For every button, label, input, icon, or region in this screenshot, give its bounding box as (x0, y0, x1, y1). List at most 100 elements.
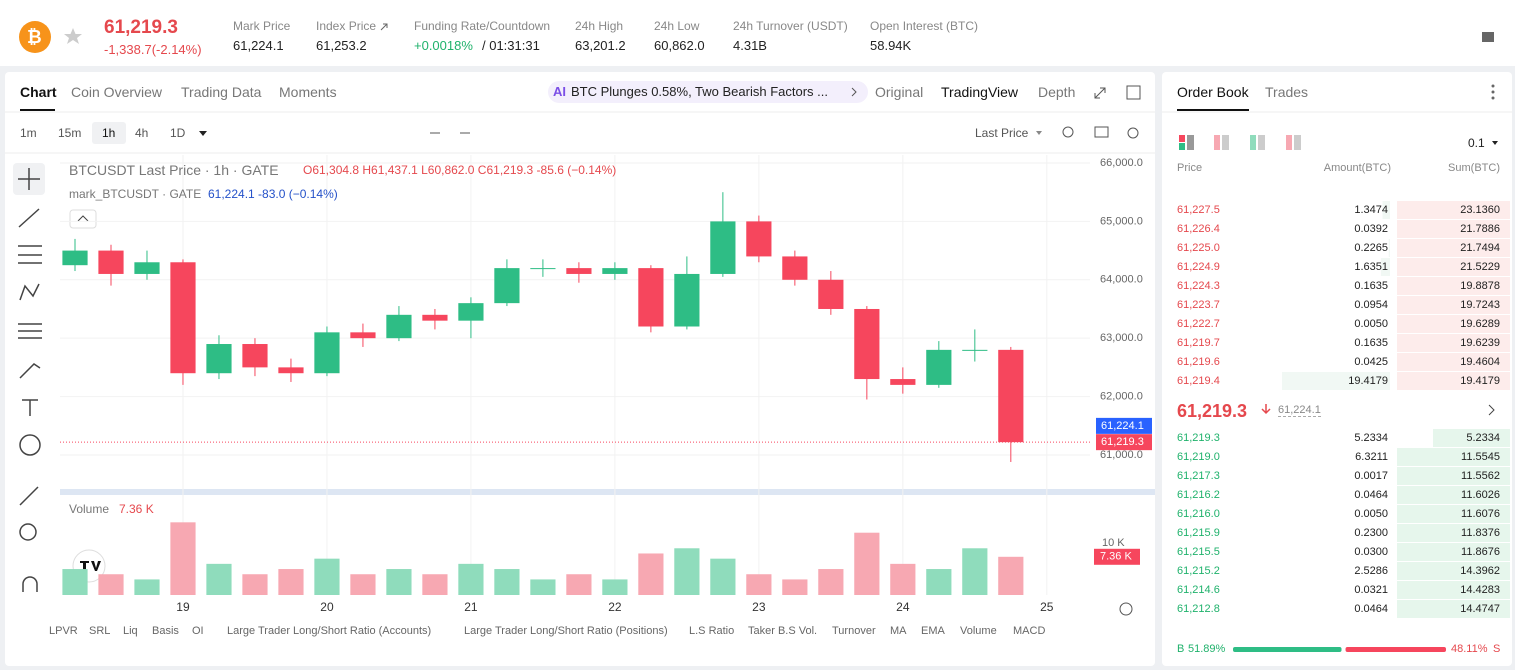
tab[interactable]: Moments (279, 84, 337, 100)
news-pill[interactable] (548, 81, 868, 103)
indicator[interactable]: OI (192, 625, 204, 637)
settings-icon[interactable] (1119, 602, 1133, 616)
stat-value: 61,224.1 (233, 38, 284, 53)
indicator[interactable]: Basis (152, 625, 179, 637)
indicator[interactable]: Large Trader Long/Short Ratio (Accounts) (227, 625, 432, 637)
volume-bar (998, 556, 1024, 595)
candle-body (494, 268, 520, 304)
ask-amount: 1.6351 (1354, 261, 1388, 273)
ask-amount: 0.0050 (1354, 318, 1388, 330)
volume-bar (638, 553, 664, 595)
indicator[interactable]: Taker B.S Vol. (748, 625, 818, 637)
indicator[interactable]: Turnover (832, 625, 876, 637)
bid-amount: 0.0464 (1354, 603, 1388, 615)
candle-body (98, 250, 124, 274)
tab[interactable]: Trading Data (181, 84, 262, 100)
ask-price: 61,225.0 (1177, 242, 1220, 254)
bid-sum: 11.5545 (1461, 451, 1500, 463)
bid-sum: 11.5562 (1461, 470, 1500, 482)
ask-sum: 19.4179 (1460, 375, 1500, 387)
bid-sum: 5.2334 (1466, 432, 1500, 444)
candle-body (782, 256, 808, 280)
ask-price: 61,224.3 (1177, 280, 1220, 292)
interval[interactable]: 1D (170, 126, 186, 140)
indicator[interactable]: Large Trader Long/Short Ratio (Positions… (464, 625, 668, 637)
interval-active (92, 122, 126, 144)
bid-depth (1397, 524, 1510, 542)
ask-depth (1397, 334, 1510, 352)
bid-sum: 14.3962 (1460, 565, 1500, 577)
collapse-icon (77, 215, 89, 222)
candle-body (962, 349, 988, 351)
volume-bar (566, 574, 592, 595)
top-bar (0, 0, 1515, 66)
candle-body (242, 344, 268, 368)
indicator[interactable]: MACD (1013, 625, 1046, 637)
volume-bar (674, 548, 700, 595)
sell-ratio-bar (1345, 647, 1446, 652)
stat-label: 24h Low (654, 19, 700, 33)
star[interactable] (64, 28, 82, 44)
ob-tab[interactable]: Trades (1265, 84, 1309, 100)
interval[interactable]: 1m (20, 126, 37, 140)
candle-body (134, 262, 160, 274)
indicator[interactable]: Liq (123, 625, 138, 637)
indicator[interactable]: LPVR (49, 625, 78, 637)
interval[interactable]: 1h (102, 126, 116, 140)
y2-tick-label: 10 K (1102, 537, 1125, 549)
bid-price: 61,219.0 (1177, 451, 1220, 463)
ask-amount: 1.3474 (1354, 204, 1388, 216)
volume-bar (350, 574, 376, 595)
view-tab[interactable]: Original (875, 84, 924, 100)
bid-depth (1397, 562, 1510, 580)
candle-body (674, 273, 700, 327)
candle-body (602, 268, 628, 274)
bid-price: 61,216.2 (1177, 489, 1220, 501)
volume-bar (242, 574, 268, 595)
indicator[interactable]: MA (890, 625, 907, 637)
ob-tab[interactable]: Order Book (1177, 84, 1249, 100)
volume-bar (710, 558, 736, 595)
bid-amount: 0.0300 (1354, 546, 1388, 558)
indicator[interactable]: SRL (89, 625, 111, 637)
tab[interactable]: Coin Overview (71, 84, 163, 100)
news-text[interactable]: BTC Plunges 0.58%, Two Bearish Factors .… (571, 84, 828, 99)
legend-mark-title: mark_BTCUSDT · GATE (69, 187, 202, 201)
bid-depth (1397, 600, 1510, 618)
drawing-tools[interactable] (18, 168, 42, 592)
interval[interactable]: 4h (135, 126, 149, 140)
bid-depth (1397, 543, 1510, 561)
ob-header: Sum(BTC) (1448, 162, 1500, 174)
candle-body (458, 303, 484, 321)
chevron[interactable] (1488, 404, 1495, 416)
candle-body (350, 332, 376, 339)
ask-sum: 19.6239 (1460, 337, 1500, 349)
stat-value: +0.0018% (414, 38, 473, 53)
menu-dots[interactable] (1491, 84, 1495, 100)
candle-body (530, 268, 556, 270)
ask-sum: 23.1360 (1460, 204, 1500, 216)
interval[interactable]: 15m (58, 126, 82, 140)
bid-sum: 11.6026 (1461, 489, 1500, 501)
tab[interactable]: Chart (20, 84, 57, 100)
indicator[interactable]: Volume (960, 625, 997, 637)
ask-amount-bar (1382, 201, 1390, 219)
collapse-button[interactable] (69, 209, 97, 229)
ask-price: 61,219.6 (1177, 356, 1220, 368)
indicator[interactable]: EMA (921, 625, 945, 637)
bid-price: 61,212.8 (1177, 603, 1220, 615)
depth-mode-icons[interactable] (1179, 135, 1301, 150)
price-type[interactable]: Last Price (975, 126, 1029, 140)
last-price-tag-label: 61,219.3 (1101, 436, 1144, 448)
precision[interactable]: 0.1 (1468, 136, 1485, 150)
view-tab[interactable]: TradingView (941, 84, 1019, 100)
volume-bar (278, 569, 304, 595)
dropdown-caret (1492, 141, 1498, 145)
indicator[interactable]: L.S Ratio (689, 625, 735, 637)
chart-icons[interactable] (430, 85, 1141, 139)
view-tab[interactable]: Depth (1038, 84, 1076, 100)
external-link-icon (380, 23, 388, 31)
book-icon[interactable] (1482, 32, 1494, 42)
x-tick-label: 25 (1040, 600, 1054, 614)
ask-depth (1397, 353, 1510, 371)
